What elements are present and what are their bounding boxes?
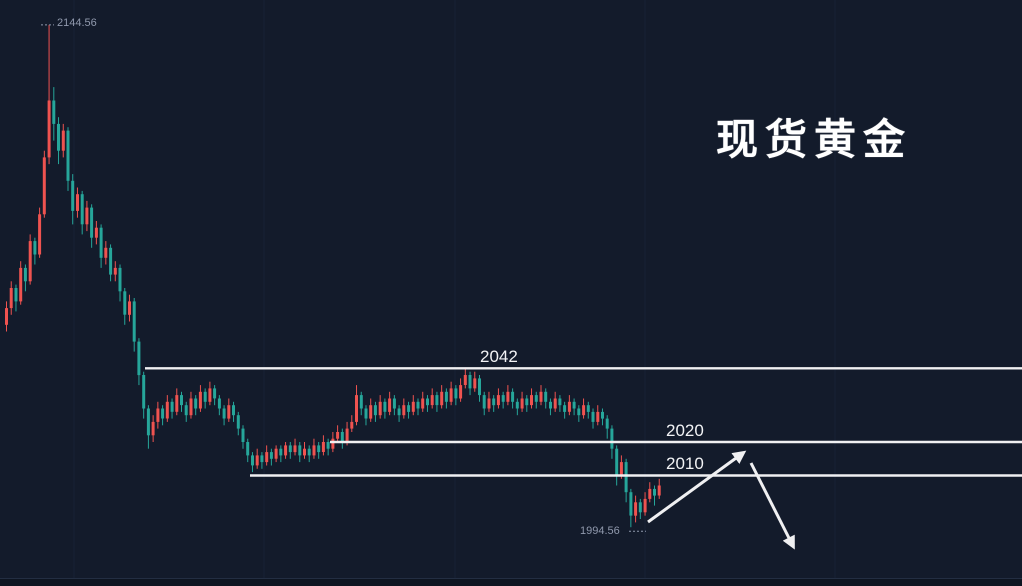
projection-arrow-down[interactable]	[749, 462, 795, 550]
chart-title: 现货黄金	[716, 118, 913, 164]
candles	[5, 24, 661, 528]
grid-lines	[73, 0, 836, 586]
high-price-label: 2144.56	[57, 16, 97, 29]
level-label-2010[interactable]: 2010	[666, 454, 704, 474]
level-label-2042[interactable]: 2042	[480, 347, 518, 367]
projection-arrow-up[interactable]	[647, 450, 747, 524]
level-label-2020[interactable]: 2020	[666, 421, 704, 440]
time-axis-strip	[0, 578, 1022, 586]
low-price-label: 1994.56	[580, 525, 620, 538]
